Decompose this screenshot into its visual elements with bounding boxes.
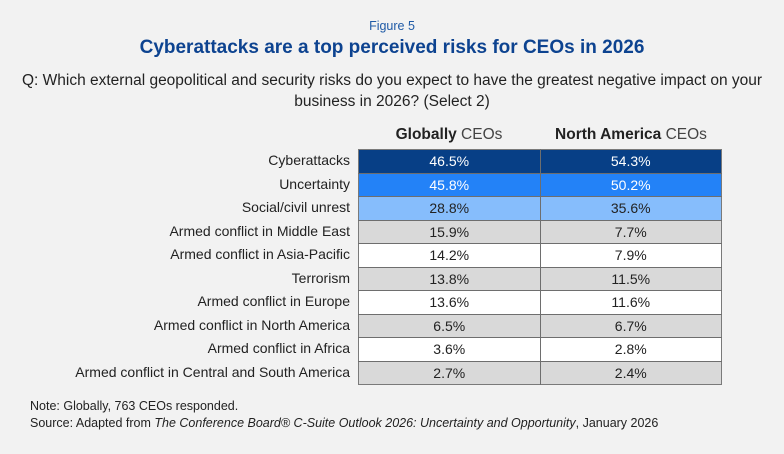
row-label: Armed conflict in Middle East: [169, 222, 350, 239]
source-text: Source: Adapted from The Conference Boar…: [30, 415, 658, 432]
cell-north-america-value: 2.8%: [540, 337, 722, 361]
cell-global-value: 13.6%: [358, 290, 541, 314]
cell-global-value: 46.5%: [358, 149, 541, 173]
cell-north-america-value: 54.3%: [540, 149, 722, 173]
row-label: Cyberattacks: [268, 152, 350, 168]
cell-global-value: 15.9%: [358, 219, 541, 244]
table-row: 14.2% 7.9%: [358, 243, 722, 267]
cell-north-america-value: 7.7%: [540, 219, 722, 244]
cell-global-value: 45.8%: [358, 172, 541, 197]
cell-north-america-value: 7.9%: [540, 243, 722, 267]
table-row: 45.8% 50.2%: [358, 172, 722, 197]
column-header-global: Globally CEOs: [358, 126, 540, 144]
row-label: Terrorism: [291, 269, 350, 286]
cell-global-value: 3.6%: [358, 337, 541, 361]
table-row: 13.8% 11.5%: [358, 266, 722, 291]
source-title: The Conference Board® C-Suite Outlook 20…: [154, 416, 576, 430]
table-row: 28.8% 35.6%: [358, 196, 722, 220]
row-label: Social/civil unrest: [241, 199, 350, 215]
figure-label: Figure 5: [369, 19, 415, 33]
row-label: Armed conflict in Africa: [207, 340, 350, 356]
note-text: Note: Globally, 763 CEOs responded.: [30, 399, 239, 413]
cell-north-america-value: 6.7%: [540, 313, 722, 338]
cell-global-value: 28.8%: [358, 196, 541, 220]
survey-question: Q: Which external geopolitical and secur…: [21, 72, 763, 110]
cell-global-value: 6.5%: [358, 313, 541, 338]
column-header-global-rest: CEOs: [456, 126, 503, 143]
source-prefix: Source: Adapted from: [30, 416, 155, 430]
row-labels: Cyberattacks Uncertainty Social/civil unre…: [0, 149, 350, 384]
table-row: 13.6% 11.6%: [358, 290, 722, 314]
cell-global-value: 2.7%: [358, 360, 541, 385]
cell-north-america-value: 2.4%: [540, 360, 722, 385]
row-label: Armed conflict in Central and South Amer…: [75, 363, 350, 380]
cell-global-value: 14.2%: [358, 243, 541, 267]
table-row: 6.5% 6.7%: [358, 313, 722, 338]
table-row: 3.6% 2.8%: [358, 337, 722, 361]
table-row: 46.5% 54.3%: [358, 149, 722, 173]
cell-north-america-value: 50.2%: [540, 172, 722, 197]
column-header-na-rest: CEOs: [661, 126, 707, 143]
table-row: 15.9% 7.7%: [358, 219, 722, 244]
chart-title: Cyberattacks are a top perceived risks f…: [139, 37, 645, 58]
row-label: Armed conflict in North America: [153, 316, 350, 333]
row-label: Uncertainty: [279, 175, 350, 192]
risk-table: 46.5% 54.3% 45.8% 50.2% 28.8% 35.6% 15.9% 7.7% 1…: [358, 149, 722, 385]
column-header-global-bold: Globally: [395, 126, 457, 143]
row-label: Armed conflict in Europe: [197, 293, 350, 309]
column-header-na-bold: North America: [555, 126, 662, 143]
footnote: Note: Globally, 763 CEOs responded. Sour…: [30, 398, 658, 432]
cell-global-value: 13.8%: [358, 266, 541, 291]
source-suffix: , January 2026: [575, 416, 659, 430]
table-row: 2.7% 2.4%: [358, 360, 722, 385]
column-header-north-america: North America CEOs: [540, 126, 722, 144]
cell-north-america-value: 35.6%: [540, 196, 722, 220]
cell-north-america-value: 11.6%: [540, 290, 722, 314]
row-label: Armed conflict in Asia-Pacific: [170, 246, 350, 262]
cell-north-america-value: 11.5%: [540, 266, 722, 291]
